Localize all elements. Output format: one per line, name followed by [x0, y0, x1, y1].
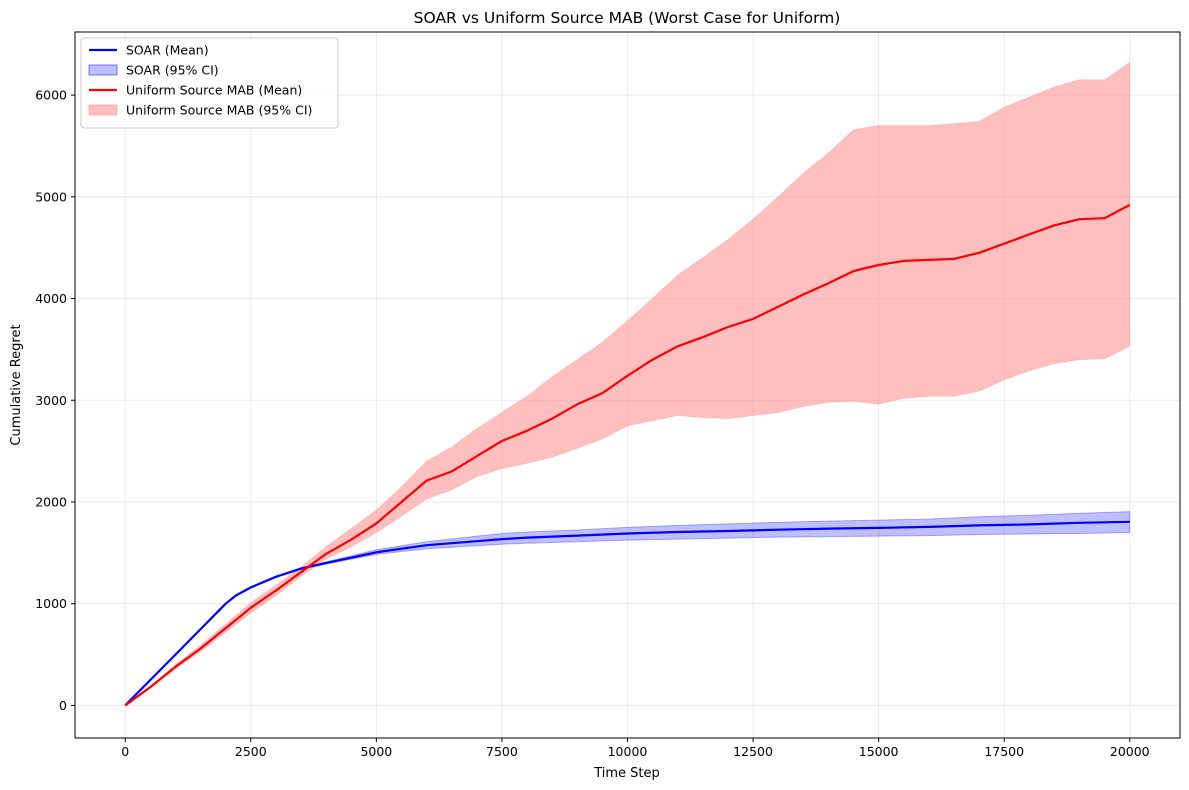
chart-title: SOAR vs Uniform Source MAB (Worst Case f… — [414, 9, 841, 27]
x-tick-label: 12500 — [733, 744, 773, 759]
legend: SOAR (Mean) SOAR (95% CI) Uniform Source M… — [80, 37, 339, 129]
x-tick-label: 10000 — [608, 744, 648, 759]
x-axis-label: Time Step — [593, 766, 660, 781]
x-tick-label: 7500 — [486, 744, 518, 759]
x-tick-label: 15000 — [859, 744, 899, 759]
y-tick-label: 6000 — [35, 88, 67, 103]
y-tick-label: 0 — [59, 698, 67, 713]
legend-label: Uniform Source MAB (95% CI) — [126, 103, 312, 118]
x-tick-label: 17500 — [984, 744, 1024, 759]
y-tick-label: 4000 — [35, 291, 67, 306]
legend-label: SOAR (Mean) — [126, 43, 209, 58]
legend-label: Uniform Source MAB (Mean) — [126, 83, 302, 98]
x-axis-ticks: 0 2500 5000 7500 10000 12500 15000 17500 20000 — [121, 738, 1150, 759]
uniform-source-mab-ci-band — [124, 61, 1131, 706]
y-tick-label: 5000 — [35, 189, 67, 204]
y-axis-label: Cumulative Regret — [9, 324, 24, 445]
uniform-source-mab-mean-line — [124, 203, 1131, 707]
y-tick-label: 1000 — [35, 596, 67, 611]
y-tick-label: 2000 — [35, 494, 67, 509]
legend-band-swatch — [88, 64, 118, 76]
legend-band-swatch — [88, 104, 118, 116]
legend-label: SOAR (95% CI) — [126, 63, 219, 78]
x-tick-label: 0 — [121, 744, 129, 759]
mean-lines — [124, 203, 1131, 707]
y-axis-ticks: 0 1000 2000 3000 4000 5000 6000 — [35, 88, 75, 713]
y-tick-label: 3000 — [35, 393, 67, 408]
x-tick-label: 2500 — [235, 744, 267, 759]
soar-mean-line — [124, 520, 1130, 707]
x-tick-label: 20000 — [1110, 744, 1150, 759]
x-tick-label: 5000 — [360, 744, 392, 759]
legend-box — [80, 37, 339, 129]
